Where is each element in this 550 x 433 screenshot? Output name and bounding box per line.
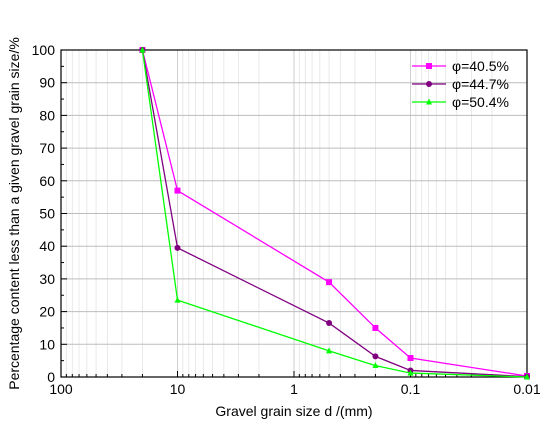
y-tick-label: 50 — [39, 206, 55, 222]
y-tick-label: 10 — [39, 336, 55, 352]
y-tick-label: 0 — [47, 369, 55, 385]
x-tick-label: 0.01 — [513, 381, 540, 397]
series-marker — [426, 81, 432, 87]
series-marker — [372, 324, 379, 331]
series-line — [141, 49, 528, 377]
y-tick-label: 70 — [39, 140, 55, 156]
series-marker — [407, 355, 414, 362]
x-axis-title: Gravel grain size d /(mm) — [215, 403, 372, 419]
legend-label: φ=50.4% — [452, 94, 509, 110]
x-tick-label: 100 — [49, 381, 73, 397]
series-marker — [426, 63, 432, 69]
y-tick-label: 80 — [39, 107, 55, 123]
series-marker — [139, 46, 146, 53]
y-tick-label: 40 — [39, 238, 55, 254]
legend-label: φ=44.7% — [452, 76, 509, 92]
series-marker — [524, 373, 530, 380]
x-tick-label: 1 — [290, 381, 298, 397]
series-marker — [326, 320, 333, 327]
series-line — [141, 49, 528, 378]
series-marker — [174, 187, 181, 194]
series-line — [141, 49, 528, 378]
series-marker — [372, 353, 379, 360]
x-tick-label: 10 — [170, 381, 186, 397]
legend: φ=40.5% φ=44.7% φ=50.4% — [412, 58, 509, 110]
legend-label: φ=40.5% — [452, 58, 509, 74]
series-marker — [174, 296, 181, 303]
series-marker — [326, 279, 333, 286]
series-marker — [174, 244, 181, 251]
x-tick-label: 0.1 — [401, 381, 421, 397]
y-tick-label: 90 — [39, 75, 55, 91]
series-marker — [426, 98, 432, 105]
axis-ticks — [60, 49, 528, 378]
series-group — [139, 46, 530, 380]
y-tick-label: 100 — [32, 42, 56, 58]
y-tick-label: 30 — [39, 271, 55, 287]
series-marker — [407, 369, 414, 376]
y-tick-label: 60 — [39, 173, 55, 189]
y-tick-label: 20 — [39, 304, 55, 320]
tick-labels: 100 10 1 0.1 0.01 0 10 20 30 40 50 60 70 80 90 100 — [32, 42, 541, 397]
series-layer — [139, 46, 530, 380]
series-marker — [372, 362, 379, 369]
y-axis-title: Percentage content less than a given gra… — [6, 37, 22, 390]
series-marker — [326, 347, 333, 354]
